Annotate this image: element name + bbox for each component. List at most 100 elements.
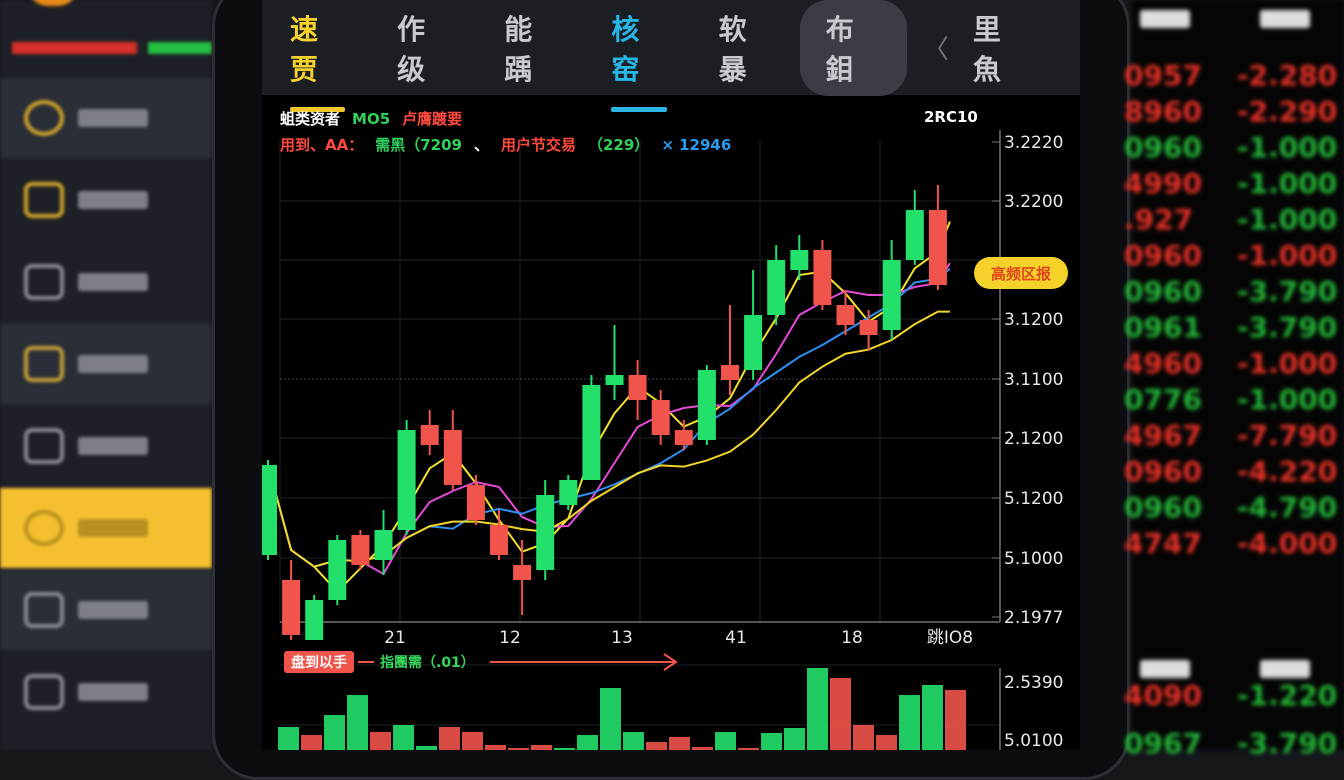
quote-change: -2.280 xyxy=(1237,59,1338,92)
ticker-up xyxy=(148,42,212,54)
candle-body xyxy=(697,370,716,440)
ma-line-3 xyxy=(267,221,951,594)
volume-bar xyxy=(600,688,621,750)
candle xyxy=(513,540,532,615)
legend-line-2: 用到、AA： 需黑（7209、用户节交易 （229） × 12946 xyxy=(280,134,743,155)
document-icon xyxy=(24,428,64,464)
candle xyxy=(351,530,370,570)
volume-bar xyxy=(301,735,322,750)
ticker-down xyxy=(12,42,137,54)
candle xyxy=(443,410,462,490)
candle xyxy=(721,305,739,395)
sidebar-item-6[interactable] xyxy=(0,570,212,650)
column-header xyxy=(1140,10,1190,28)
volume-bar xyxy=(278,727,299,750)
sidebar-item-4[interactable] xyxy=(0,406,212,486)
sidebar-item-label xyxy=(78,109,148,127)
quote-price: 0960 xyxy=(1124,491,1202,524)
tab-6[interactable]: 〈 xyxy=(922,35,949,65)
candle-body xyxy=(928,210,947,285)
candle xyxy=(328,535,347,605)
legend-item: 蛆类资者 xyxy=(280,110,341,128)
candle-body xyxy=(767,260,786,315)
volume-bar xyxy=(531,745,552,750)
y-tick-label: 5.1200 xyxy=(1004,489,1063,509)
volume-tick-label: 5.0100 xyxy=(1004,731,1063,750)
sidebar-item-2[interactable] xyxy=(0,242,212,322)
tab-4[interactable]: 软暴 xyxy=(718,12,747,86)
quote-change: -3.790 xyxy=(1237,275,1338,308)
volume-bar xyxy=(738,748,759,750)
volume-bar xyxy=(439,727,460,750)
pen-icon xyxy=(24,346,64,382)
candle-body xyxy=(744,315,763,370)
calendar-icon xyxy=(24,264,64,300)
volume-bar xyxy=(347,695,368,750)
quote-price: 0960 xyxy=(1124,131,1202,164)
tab-5[interactable]: 布鉬 xyxy=(799,0,907,96)
annotation-tag-bg xyxy=(284,651,354,673)
quote-price: 0967 xyxy=(1124,727,1202,760)
candle-body xyxy=(397,430,416,530)
candle xyxy=(697,365,716,445)
candle xyxy=(790,235,809,280)
quote-price: 4960 xyxy=(1124,347,1202,380)
candlestick-chart[interactable]: 3.2220 3.2200 3.1200 3.1100 2.1200 5.1200 5.10… xyxy=(262,100,1080,750)
candle xyxy=(836,290,855,335)
volume-bar xyxy=(922,685,943,750)
candle-body xyxy=(721,365,739,380)
volume-bar xyxy=(393,725,414,750)
candle-body xyxy=(674,430,693,445)
quote-change: -1.000 xyxy=(1237,131,1338,164)
volume-bar xyxy=(462,732,483,750)
quote-price: 0957 xyxy=(1124,59,1202,92)
quote-change: -1.000 xyxy=(1237,347,1338,380)
candle-body xyxy=(859,320,878,335)
x-tick-label: 13 xyxy=(611,628,633,648)
volume-bar xyxy=(485,745,506,750)
sidebar-item-3[interactable] xyxy=(0,324,212,404)
candle-body xyxy=(582,385,601,480)
volume-bar xyxy=(853,725,874,750)
quote-change: -1.000 xyxy=(1237,383,1338,416)
chat-icon xyxy=(24,592,64,628)
volume-bar xyxy=(554,748,575,750)
quote-change: -4.790 xyxy=(1237,491,1338,524)
sidebar-item-0[interactable] xyxy=(0,78,212,158)
tab-7[interactable]: 里魚 xyxy=(972,12,1001,86)
candle-body xyxy=(790,250,809,270)
quote-change: -3.790 xyxy=(1237,311,1338,344)
candle xyxy=(674,420,693,450)
quote-price: 0961 xyxy=(1124,311,1202,344)
tab-0[interactable]: 速贾 xyxy=(290,8,346,112)
ma-line-12 xyxy=(267,310,950,568)
column-header xyxy=(1260,660,1310,678)
arrow-head-icon xyxy=(663,653,678,671)
legend-item: 、 xyxy=(473,136,489,154)
volume-bar xyxy=(692,747,713,750)
x-tick-label: 41 xyxy=(725,628,747,648)
sidebar-item-5[interactable] xyxy=(0,488,212,568)
quote-price: 0960 xyxy=(1124,455,1202,488)
candle-body xyxy=(420,425,439,445)
quote-change: -4.220 xyxy=(1237,455,1338,488)
quote-list[interactable]: 0957 -2.280 8960 -2.290 0960 -1.000 4990 -1.000… xyxy=(1124,0,1344,760)
volume-bar xyxy=(899,695,920,750)
candle xyxy=(282,560,301,640)
tab-3[interactable]: 核窑 xyxy=(611,8,667,112)
volume-bar xyxy=(715,732,736,750)
volume-bar xyxy=(761,733,782,750)
volume-bar xyxy=(508,748,529,750)
sidebar-item-7[interactable] xyxy=(0,652,212,732)
clock-icon xyxy=(24,510,64,546)
quote-price: 0960 xyxy=(1124,239,1202,272)
legend-item: （229） xyxy=(588,136,650,154)
quote-price: 4990 xyxy=(1124,167,1202,200)
tab-1[interactable]: 作级 xyxy=(397,12,426,86)
sidebar-item-1[interactable] xyxy=(0,160,212,240)
candle xyxy=(928,185,947,290)
candle xyxy=(744,270,763,380)
tab-2[interactable]: 能踽 xyxy=(504,12,533,86)
candle xyxy=(882,240,901,340)
volume-bar xyxy=(945,690,966,750)
